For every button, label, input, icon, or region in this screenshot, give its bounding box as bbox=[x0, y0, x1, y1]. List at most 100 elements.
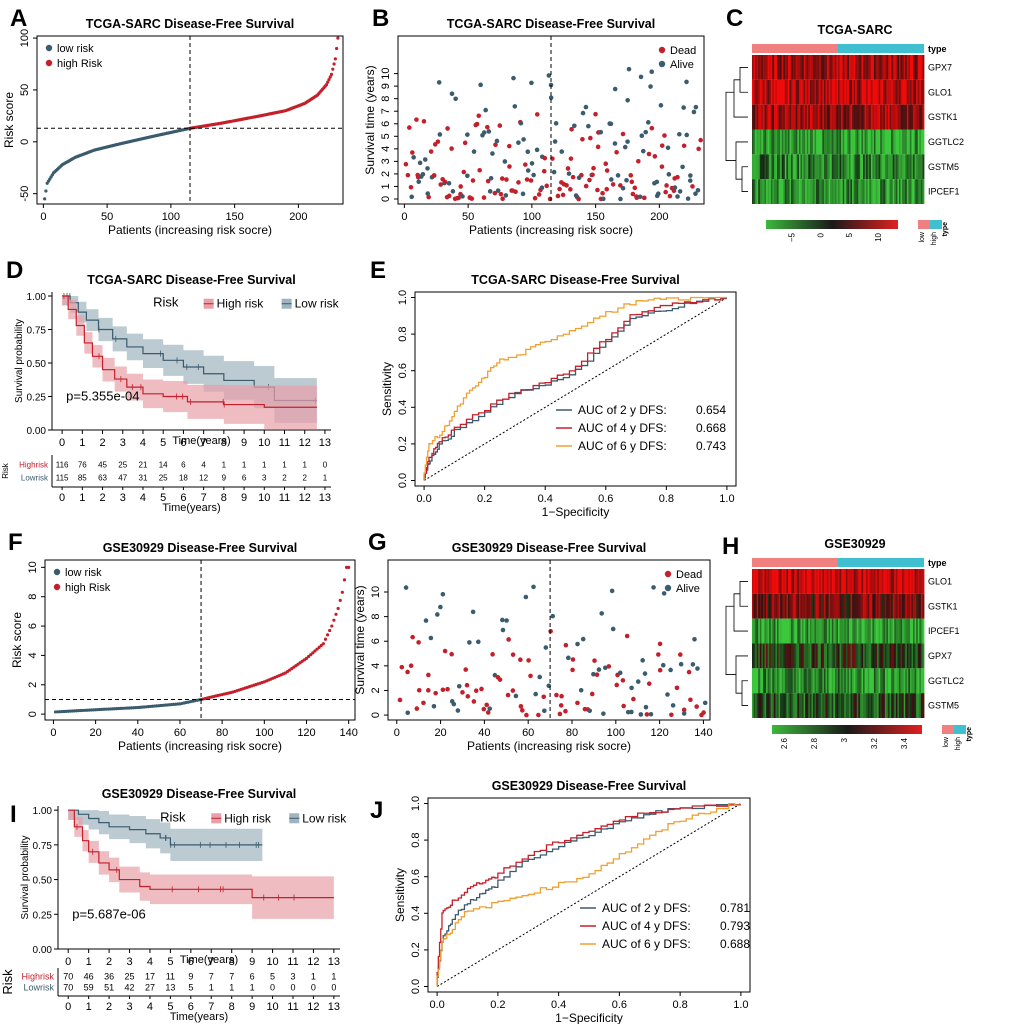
survival-point bbox=[580, 110, 586, 116]
risk-x-tick-label: 9 bbox=[249, 1001, 255, 1013]
heatmap-cell bbox=[877, 179, 880, 204]
survival-point bbox=[610, 182, 616, 187]
x-tick-label: 0.8 bbox=[672, 999, 687, 1011]
heatmap-cell bbox=[883, 79, 886, 105]
heatmap-cell bbox=[877, 129, 880, 155]
x-tick-label: 0 bbox=[50, 727, 56, 739]
heatmap-cell bbox=[769, 693, 772, 718]
heatmap-cell bbox=[902, 104, 905, 130]
heatmap-cell bbox=[905, 668, 908, 694]
heatmap-cell bbox=[856, 55, 859, 80]
survival-point bbox=[442, 648, 448, 654]
heatmap-cell bbox=[752, 668, 754, 694]
heatmap-cell bbox=[863, 569, 865, 594]
heatmap-cell bbox=[759, 79, 762, 105]
heatmap-cell bbox=[814, 179, 817, 204]
heatmap-cell bbox=[819, 154, 822, 180]
survival-point bbox=[628, 173, 634, 178]
heatmap-cell bbox=[891, 104, 894, 130]
risk-table-value: 1 bbox=[282, 461, 287, 470]
heatmap-cell bbox=[866, 104, 869, 130]
heatmap-cell bbox=[833, 79, 836, 105]
risk-table-value: 18 bbox=[179, 473, 188, 482]
heatmap-cell bbox=[825, 55, 828, 80]
risk-table-value: 7 bbox=[209, 971, 214, 981]
heatmap-cell bbox=[866, 179, 869, 204]
heatmap-cell bbox=[775, 104, 778, 130]
heatmap-cell bbox=[812, 129, 815, 155]
heatmap-cell bbox=[841, 129, 844, 155]
survival-point bbox=[640, 658, 645, 663]
heatmap-cell bbox=[780, 593, 783, 619]
heatmap-cell bbox=[836, 154, 839, 180]
survival-point bbox=[504, 177, 509, 182]
heatmap-cell bbox=[855, 618, 858, 644]
heatmap-cell bbox=[884, 179, 887, 204]
heatmap-cell bbox=[841, 154, 844, 180]
heatmap-cell bbox=[908, 104, 911, 130]
heatmap-cell bbox=[861, 668, 864, 694]
heatmap-cell bbox=[778, 668, 781, 694]
heatmap-cell bbox=[850, 154, 853, 180]
heatmap-cell bbox=[778, 643, 781, 669]
heatmap-cell bbox=[895, 693, 898, 718]
heatmap-cell bbox=[772, 129, 775, 155]
heatmap-cell bbox=[822, 569, 825, 594]
heatmap-cell bbox=[875, 79, 878, 105]
heatmap-cell bbox=[892, 569, 895, 594]
heatmap-cell bbox=[864, 179, 867, 204]
heatmap-cell bbox=[792, 693, 795, 718]
heatmap-cell bbox=[830, 593, 833, 619]
y-tick-label: 0.75 bbox=[27, 326, 47, 337]
heatmap-cell bbox=[869, 154, 872, 180]
heatmap-cell bbox=[909, 179, 912, 204]
heatmap-cell bbox=[883, 129, 886, 155]
survival-point bbox=[563, 642, 569, 648]
legend-label: AUC of 6 y DFS: bbox=[602, 937, 691, 951]
survival-point bbox=[566, 171, 572, 176]
heatmap-cell bbox=[791, 179, 794, 204]
survival-point bbox=[591, 165, 596, 171]
heatmap-cell bbox=[853, 593, 856, 619]
heatmap-cell bbox=[875, 593, 878, 619]
heatmap-cell bbox=[866, 643, 869, 669]
heatmap-cell bbox=[913, 79, 916, 105]
survival-point bbox=[693, 104, 699, 110]
heatmap-cell bbox=[848, 79, 851, 105]
heatmap-cell bbox=[914, 79, 917, 105]
heatmap-cell bbox=[787, 55, 790, 80]
heatmap-cell bbox=[872, 569, 875, 594]
risk-table-value: 76 bbox=[78, 461, 87, 470]
heatmap-cell bbox=[814, 79, 817, 105]
heatmap-cell bbox=[848, 104, 851, 130]
roc-curve bbox=[436, 804, 741, 987]
heatmap-cell bbox=[900, 129, 903, 155]
survival-point bbox=[591, 671, 596, 677]
survival-point bbox=[568, 187, 573, 192]
legend-label: high Risk bbox=[57, 58, 103, 70]
heatmap-cell bbox=[786, 593, 789, 619]
heatmap-cell bbox=[816, 104, 819, 130]
heatmap-cell bbox=[870, 179, 873, 204]
survival-point bbox=[403, 161, 409, 167]
heatmap-cell bbox=[861, 643, 864, 669]
heatmap-cell bbox=[795, 179, 798, 204]
heatmap-cell bbox=[830, 179, 833, 204]
legend-label: Dead bbox=[676, 569, 702, 581]
heatmap-cell bbox=[853, 104, 856, 130]
heatmap-cell bbox=[883, 593, 886, 619]
heatmap-cell bbox=[892, 668, 895, 694]
heatmap-cell bbox=[900, 569, 903, 594]
heatmap-cell bbox=[852, 693, 855, 718]
survival-point bbox=[449, 651, 454, 657]
survival-point bbox=[477, 167, 482, 173]
survival-point bbox=[609, 177, 614, 182]
risk-point bbox=[43, 197, 47, 201]
heatmap-cell bbox=[770, 693, 773, 718]
survival-point bbox=[609, 588, 615, 594]
risk-table-row-label: Lowrisk bbox=[23, 983, 54, 993]
heatmap-cell bbox=[842, 154, 845, 180]
heatmap-cell bbox=[772, 569, 775, 594]
heatmap-cell bbox=[769, 55, 772, 80]
heatmap-cell bbox=[883, 104, 886, 130]
